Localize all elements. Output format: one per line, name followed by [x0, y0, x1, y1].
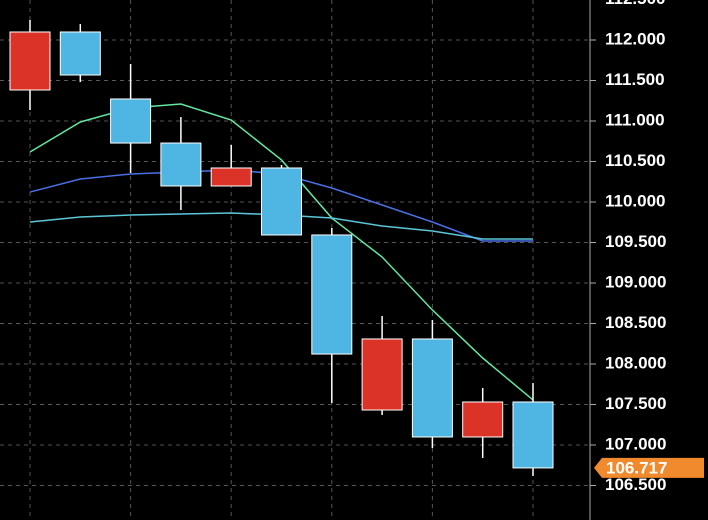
y-tick-label: 110.500	[605, 151, 666, 170]
y-tick-label: 106.500	[605, 475, 666, 494]
y-tick-label: 107.500	[605, 394, 666, 413]
y-tick-label: 109.500	[605, 232, 666, 251]
candle-body	[59, 31, 101, 76]
price-marker	[594, 457, 704, 478]
y-tick-label: 112.500	[605, 0, 666, 8]
candle-body	[110, 98, 152, 144]
last-price-label: 106.717	[606, 458, 667, 477]
y-tick-label: 112.000	[605, 29, 666, 48]
candle-body	[311, 234, 353, 355]
candle-body	[261, 167, 302, 236]
candle-body	[512, 401, 554, 469]
y-tick-label: 111.000	[605, 110, 665, 129]
candle-body	[361, 338, 403, 411]
y-tick-label: 108.500	[605, 313, 666, 332]
candle-body	[411, 338, 453, 438]
candle-body	[9, 31, 51, 91]
candle-body	[210, 167, 252, 187]
y-tick-label: 107.000	[605, 434, 666, 453]
y-tick-label: 111.500	[605, 70, 665, 89]
y-tick-label: 108.000	[605, 353, 666, 372]
y-tick-label: 110.000	[605, 191, 666, 210]
y-tick-label: 109.000	[605, 272, 666, 291]
candle-body	[160, 142, 202, 187]
candle-body	[462, 401, 504, 438]
